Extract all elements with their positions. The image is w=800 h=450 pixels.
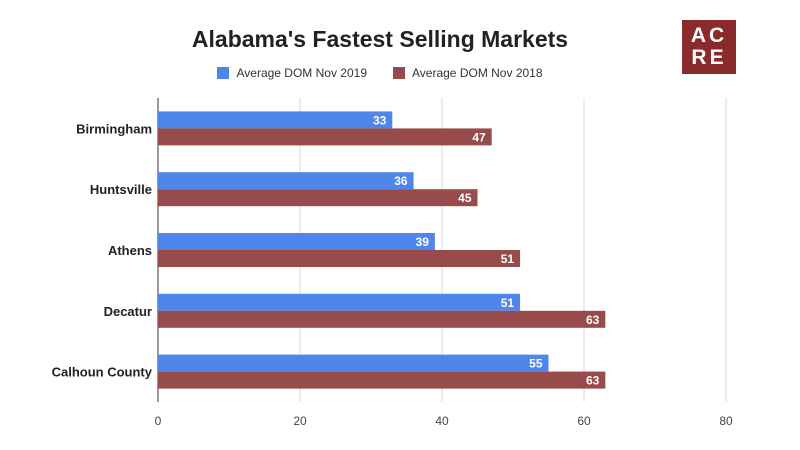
legend-label-2018: Average DOM Nov 2018: [412, 66, 543, 80]
data-label-huntsville-2018: 45: [458, 191, 472, 205]
category-label-huntsville: Huntsville: [90, 182, 152, 197]
data-label-calhoun-county-2019: 55: [529, 357, 543, 371]
data-label-decatur-2018: 63: [586, 313, 600, 327]
logo-line-2: RE: [691, 46, 727, 69]
bar-athens-2019: [158, 233, 435, 250]
category-label-birmingham: Birmingham: [76, 121, 152, 136]
data-label-athens-2018: 51: [501, 252, 515, 266]
x-tick-label-60: 60: [577, 414, 591, 428]
bar-decatur-2019: [158, 293, 521, 311]
legend-swatch-2019: [217, 67, 230, 79]
bar-huntsville-2019: [158, 172, 414, 190]
chart-title: Alabama's Fastest Selling Markets: [191, 26, 569, 52]
legend-item-2019: Average DOM Nov 2019: [217, 66, 367, 80]
data-label-calhoun-county-2018: 63: [586, 374, 600, 388]
x-tick-label-0: 0: [155, 414, 162, 428]
data-label-huntsville-2019: 36: [394, 174, 408, 188]
bar-athens-2018: [158, 250, 521, 267]
bar-calhoun-county-2019: [158, 354, 549, 372]
category-label-decatur: Decatur: [104, 304, 152, 319]
logo-line-1: AC: [690, 24, 728, 47]
category-label-athens: Athens: [108, 243, 152, 258]
data-label-decatur-2019: 51: [501, 296, 515, 310]
bar-birmingham-2019: [158, 111, 393, 129]
category-label-calhoun-county: Calhoun County: [52, 365, 153, 380]
x-tick-label-80: 80: [719, 414, 733, 428]
x-tick-label-20: 20: [293, 414, 307, 428]
bar-birmingham-2018: [158, 128, 492, 146]
bar-huntsville-2018: [158, 189, 478, 207]
legend-item-2018: Average DOM Nov 2018: [393, 66, 543, 80]
data-label-birmingham-2018: 47: [472, 130, 486, 144]
legend-label-2019: Average DOM Nov 2019: [236, 66, 367, 80]
bar-decatur-2018: [158, 310, 606, 328]
chart-legend: Average DOM Nov 2019 Average DOM Nov 201…: [0, 66, 760, 80]
x-tick-label-40: 40: [435, 414, 449, 428]
acre-logo: AC RE: [682, 20, 736, 74]
bar-calhoun-county-2018: [158, 371, 606, 389]
legend-swatch-2018: [393, 67, 405, 79]
data-label-birmingham-2019: 33: [373, 113, 387, 127]
data-label-athens-2019: 39: [416, 235, 430, 249]
